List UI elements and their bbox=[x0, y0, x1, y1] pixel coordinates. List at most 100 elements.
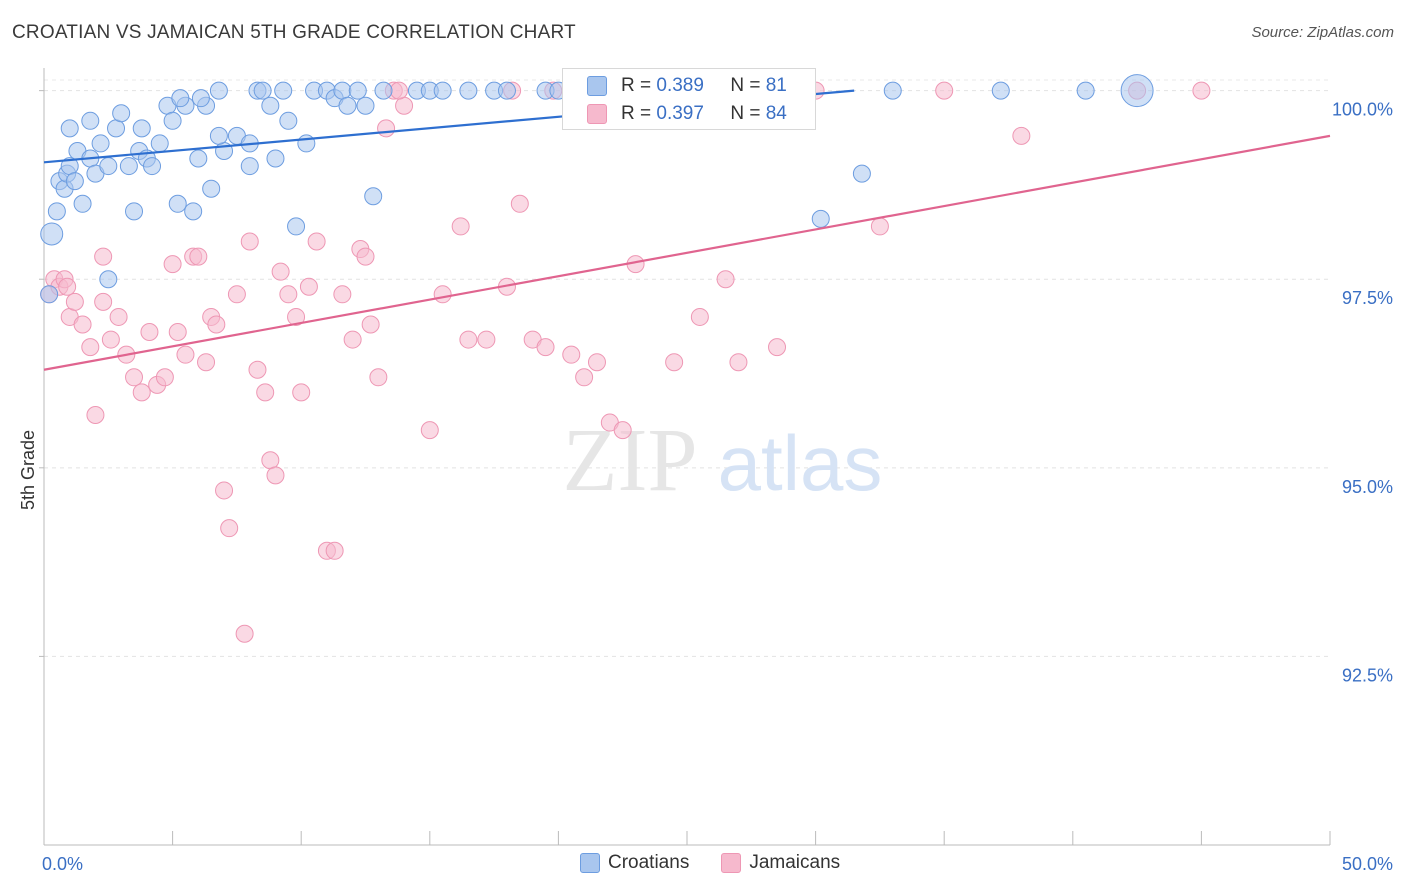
croatians-point bbox=[202, 179, 221, 198]
jamaicans-point bbox=[361, 315, 380, 334]
jamaicans-point bbox=[395, 96, 414, 115]
jamaicans-point bbox=[81, 338, 100, 357]
jamaicans-point bbox=[256, 383, 275, 402]
jamaicans-point bbox=[271, 262, 290, 281]
series-jamaicans bbox=[40, 81, 1211, 643]
jamaicans-point bbox=[279, 285, 298, 304]
jamaicans-point bbox=[125, 368, 144, 387]
jamaicans-point bbox=[935, 81, 954, 100]
croatians-point bbox=[261, 96, 280, 115]
croatians-point bbox=[274, 81, 293, 100]
legend-swatch-croatians bbox=[580, 853, 600, 873]
croatians-point bbox=[433, 81, 452, 100]
croatians-point bbox=[852, 164, 871, 183]
x-tick-label-0: 0.0% bbox=[42, 854, 83, 874]
croatians-point bbox=[150, 134, 169, 153]
y-tick-label-3: 92.5% bbox=[1342, 665, 1393, 685]
croatians-point bbox=[1120, 74, 1154, 108]
chart-title: CROATIAN VS JAMAICAN 5TH GRADE CORRELATI… bbox=[12, 22, 576, 43]
r-value: 0.389 bbox=[656, 75, 704, 96]
r-label: R = bbox=[621, 103, 652, 124]
r-label: R = bbox=[621, 75, 652, 96]
jamaicans-point bbox=[58, 277, 77, 296]
jamaicans-point bbox=[155, 368, 174, 387]
axes bbox=[39, 68, 1331, 846]
y-axis-label: 5th Grade bbox=[18, 430, 38, 510]
croatians-point bbox=[811, 209, 830, 228]
jamaicans-point bbox=[287, 307, 306, 326]
croatians-point bbox=[364, 187, 383, 206]
jamaicans-point bbox=[261, 451, 280, 470]
jamaicans-point bbox=[176, 345, 195, 364]
jamaicans-point bbox=[477, 330, 496, 349]
jamaicans-point bbox=[140, 323, 159, 342]
jamaicans-point bbox=[1192, 81, 1211, 100]
croatians-point bbox=[99, 270, 118, 289]
jamaicans-point bbox=[207, 315, 226, 334]
croatians-point bbox=[99, 157, 118, 176]
jamaicans-point bbox=[73, 315, 92, 334]
croatians-point bbox=[107, 119, 126, 138]
jamaicans-point bbox=[459, 330, 478, 349]
jamaicans-point bbox=[420, 421, 439, 440]
jamaicans-point bbox=[665, 353, 684, 372]
legend-swatch-croatians bbox=[587, 76, 607, 96]
croatians-point bbox=[119, 157, 138, 176]
jamaicans-point bbox=[451, 217, 470, 236]
croatians-point bbox=[40, 222, 64, 246]
n-value: 84 bbox=[765, 103, 787, 124]
legend-item-croatians[interactable]: Croatians bbox=[580, 852, 689, 874]
jamaicans-point bbox=[729, 353, 748, 372]
jamaicans-point bbox=[266, 466, 285, 485]
croatians-point bbox=[497, 81, 516, 100]
n-label: N = bbox=[730, 75, 761, 96]
y-tick-label-2: 95.0% bbox=[1342, 477, 1393, 497]
jamaicans-point bbox=[613, 421, 632, 440]
legend-item-jamaicans[interactable]: Jamaicans bbox=[721, 852, 840, 874]
jamaicans-point bbox=[132, 383, 151, 402]
jamaicans-point bbox=[716, 270, 735, 289]
croatians-point bbox=[374, 81, 393, 100]
croatians-point bbox=[91, 134, 110, 153]
jamaicans-point bbox=[389, 81, 408, 100]
croatians-point bbox=[40, 285, 59, 304]
jamaicans-point bbox=[307, 232, 326, 251]
jamaicans-point bbox=[163, 255, 182, 274]
watermark-atlas: atlas bbox=[718, 419, 883, 507]
croatians-point bbox=[209, 81, 228, 100]
jamaicans-point bbox=[197, 353, 216, 372]
croatians-point bbox=[81, 111, 100, 130]
croatians-point bbox=[171, 89, 190, 108]
jamaicans-point bbox=[562, 345, 581, 364]
jamaicans-point bbox=[369, 368, 388, 387]
croatians-point bbox=[73, 194, 92, 213]
tick-labels: 100.0% 97.5% 95.0% 92.5% 0.0% 50.0% bbox=[42, 100, 1393, 874]
croatians-point bbox=[125, 202, 144, 221]
croatians-point bbox=[132, 119, 151, 138]
legend-label-croatians: Croatians bbox=[608, 852, 690, 873]
jamaicans-point bbox=[870, 217, 889, 236]
jamaicans-point bbox=[333, 285, 352, 304]
x-tick-label-1: 50.0% bbox=[1342, 854, 1393, 874]
jamaicans-point bbox=[1012, 126, 1031, 145]
croatians-point bbox=[168, 194, 187, 213]
croatians-point bbox=[163, 111, 182, 130]
legend-swatch-jamaicans bbox=[587, 104, 607, 124]
jamaicans-point bbox=[168, 323, 187, 342]
croatians-point bbox=[991, 81, 1010, 100]
croatians-point bbox=[209, 126, 228, 145]
croatians-point bbox=[266, 149, 285, 168]
jamaicans-point bbox=[240, 232, 259, 251]
jamaicans-point bbox=[356, 247, 375, 266]
legend-label-jamaicans: Jamaicans bbox=[749, 852, 841, 873]
jamaicans-point bbox=[536, 338, 555, 357]
jamaicans-point bbox=[292, 383, 311, 402]
croatians-point bbox=[333, 81, 352, 100]
jamaicans-point bbox=[587, 353, 606, 372]
correlation-legend: R = 0.389 N = 81 R = 0.397 N = 84 bbox=[562, 68, 816, 130]
croatians-point bbox=[143, 157, 162, 176]
jamaicans-point bbox=[101, 330, 120, 349]
jamaicans-trend-line bbox=[43, 134, 1331, 371]
croatians-point bbox=[191, 89, 210, 108]
jamaicans-point bbox=[220, 519, 239, 538]
